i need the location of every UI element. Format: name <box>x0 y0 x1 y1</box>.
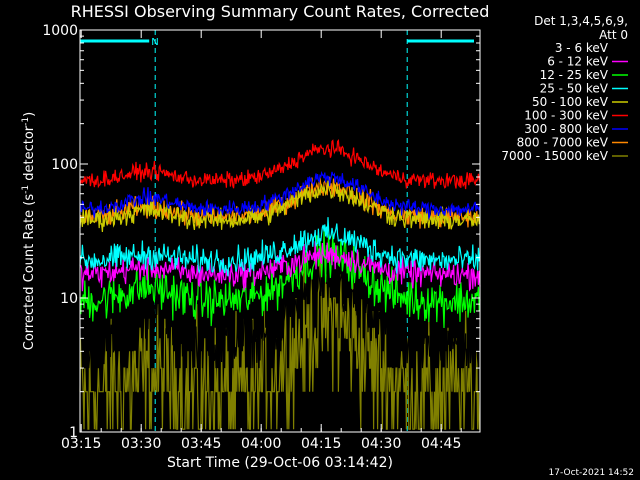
legend-label-6: 300 - 800 keV <box>524 122 608 136</box>
legend-label-1: 6 - 12 keV <box>547 55 609 69</box>
series-line-7 <box>79 176 481 229</box>
y-axis-ticks: 1 10 100 1000 <box>42 23 480 441</box>
legend-label-3: 25 - 50 keV <box>540 82 609 96</box>
x-tick-label-4: 04:15 <box>301 436 341 452</box>
plot-frame <box>79 29 481 433</box>
series-line-3 <box>79 217 481 277</box>
series-line-0 <box>79 249 481 369</box>
x-tick-label-1: 03:30 <box>121 436 161 452</box>
x-axis-label: Start Time (29-Oct-06 03:14:42) <box>167 455 393 471</box>
x-tick-label-6: 04:45 <box>421 436 461 452</box>
legend-header-line2: Att 0 <box>599 28 628 42</box>
x-tick-label-3: 04:00 <box>241 436 281 452</box>
series-line-4 <box>79 180 480 233</box>
chart-title: RHESSI Observing Summary Count Rates, Co… <box>71 2 490 21</box>
series-line-2 <box>79 231 481 329</box>
timestamp: 17-Oct-2021 14:52 <box>549 468 634 478</box>
series-line-1 <box>79 241 481 292</box>
series-line-6 <box>79 170 481 221</box>
legend-label-2: 12 - 25 keV <box>540 68 609 82</box>
y-tick-label-3: 1000 <box>42 23 78 39</box>
y-tick-label-2: 100 <box>51 157 78 173</box>
series-line-5 <box>79 139 481 190</box>
legend-label-8: 7000 - 15000 keV <box>501 149 608 163</box>
legend-label-4: 50 - 100 keV <box>532 95 609 109</box>
x-tick-label-5: 04:30 <box>361 436 401 452</box>
x-axis-ticks: 03:15 03:30 03:45 04:00 04:15 04:30 04:45 <box>61 30 462 452</box>
legend-label-7: 800 - 7000 keV <box>517 136 609 150</box>
series-line-8 <box>79 249 480 430</box>
plot-area: N <box>79 30 481 432</box>
y-tick-label-1: 10 <box>60 291 78 307</box>
legend-label-0: 3 - 6 keV <box>555 41 609 55</box>
x-tick-label-0: 03:15 <box>61 436 101 452</box>
flag-label-0: N <box>151 37 158 48</box>
y-tick-label-0: 1 <box>69 425 78 441</box>
legend-header-line1: Det 1,3,4,5,6,9, <box>534 14 628 28</box>
y-axis-label: Corrected Count Rate (s-1 detector-1) <box>21 112 37 350</box>
legend-label-5: 100 - 300 keV <box>524 109 608 123</box>
x-tick-label-2: 03:45 <box>181 436 221 452</box>
